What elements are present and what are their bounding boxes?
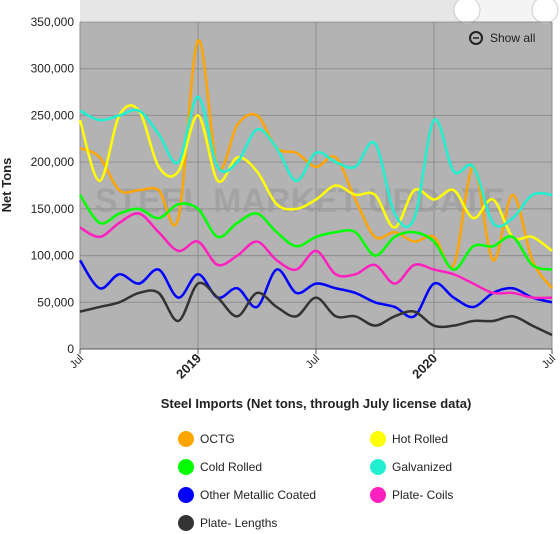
- y-tick-label: 200,000: [31, 155, 75, 169]
- series-line: [79, 95, 553, 229]
- legend-label: Other Metallic Coated: [200, 488, 316, 502]
- y-tick-label: 50,000: [37, 295, 74, 309]
- legend-item[interactable]: Other Metallic Coated: [178, 487, 316, 503]
- x-axis-title: Steel Imports (Net tons, through July li…: [161, 396, 472, 411]
- legend-swatch: [178, 487, 194, 503]
- navigator-window[interactable]: [467, 0, 545, 21]
- y-tick-label: 250,000: [31, 108, 75, 122]
- legend-label: Hot Rolled: [392, 432, 448, 446]
- y-tick-label: 100,000: [31, 249, 75, 263]
- series-line: [78, 104, 553, 252]
- y-tick-label: 150,000: [31, 202, 75, 216]
- legend-label: Plate- Coils: [392, 488, 453, 502]
- zoom-icon: [469, 31, 483, 45]
- x-tick-label: Jul: [304, 353, 322, 371]
- legend-swatch: [178, 515, 194, 531]
- legend-item[interactable]: Plate- Coils: [370, 487, 453, 503]
- legend-swatch: [370, 431, 386, 447]
- legend-label: OCTG: [200, 432, 235, 446]
- legend-swatch: [370, 487, 386, 503]
- navigator-handle[interactable]: [531, 0, 559, 24]
- series-line: [78, 194, 553, 271]
- legend-item[interactable]: Galvanized: [370, 459, 452, 475]
- legend-item[interactable]: Plate- Lengths: [178, 515, 277, 531]
- legend-item[interactable]: Hot Rolled: [370, 431, 448, 447]
- series-line: [79, 281, 553, 337]
- legend-label: Plate- Lengths: [200, 516, 277, 530]
- navigator[interactable]: [80, 0, 552, 21]
- y-tick-label: 0: [67, 342, 74, 356]
- x-tick-label: 2019: [173, 351, 204, 382]
- legend-swatch: [178, 459, 194, 475]
- legend-label: Cold Rolled: [200, 460, 262, 474]
- show-all-label[interactable]: Show all: [490, 31, 535, 45]
- series-line: [79, 212, 553, 300]
- x-tick-label: Jul: [540, 353, 558, 371]
- legend-label: Galvanized: [392, 460, 452, 474]
- series-line: [78, 259, 553, 319]
- show-all-button[interactable]: Show all: [469, 31, 535, 45]
- x-tick-label: 2020: [409, 351, 440, 382]
- legend-swatch: [178, 431, 194, 447]
- navigator-handle[interactable]: [453, 0, 481, 24]
- legend-item[interactable]: OCTG: [178, 431, 235, 447]
- y-tick-label: 350,000: [31, 15, 75, 29]
- legend-item[interactable]: Cold Rolled: [178, 459, 262, 475]
- y-axis-title: Net Tons: [0, 158, 14, 213]
- legend-swatch: [370, 459, 386, 475]
- y-tick-label: 300,000: [31, 62, 75, 76]
